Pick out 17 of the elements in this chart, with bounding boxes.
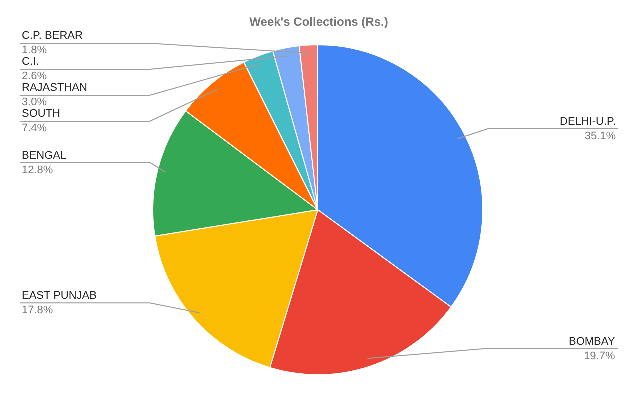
data-label: 2.6% bbox=[22, 70, 48, 82]
slice-label: C.P. BERAR bbox=[22, 30, 83, 42]
data-label: 1.8% bbox=[22, 44, 48, 56]
slice-label: C.I. bbox=[22, 56, 40, 68]
slice-label: EAST PUNJAB bbox=[22, 290, 97, 302]
slice-label: DELHI-U.P. bbox=[560, 116, 616, 128]
data-label: 17.8% bbox=[22, 304, 54, 316]
chart-title: Week's Collections (Rs.) bbox=[250, 15, 388, 30]
data-label: 7.4% bbox=[22, 122, 48, 134]
slice-label: RAJASTHAN bbox=[22, 82, 88, 94]
data-label: 12.8% bbox=[22, 164, 54, 176]
slice-label: SOUTH bbox=[22, 108, 61, 120]
slice-label: BOMBAY bbox=[569, 336, 616, 348]
slice-label: BENGAL bbox=[22, 150, 67, 162]
data-label: 35.1% bbox=[584, 130, 616, 142]
data-label: 19.7% bbox=[584, 350, 616, 362]
data-label: 3.0% bbox=[22, 96, 48, 108]
